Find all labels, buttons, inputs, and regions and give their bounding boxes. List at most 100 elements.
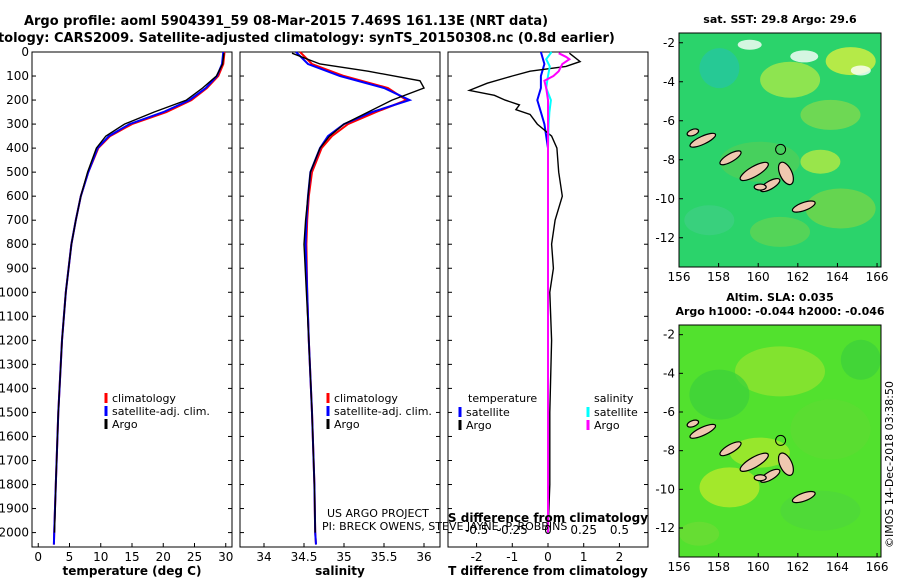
series-line-s-argo bbox=[543, 52, 572, 533]
s-tick-label: 0.5 bbox=[610, 523, 629, 537]
x-tick-label: 158 bbox=[707, 560, 730, 574]
y-tick-label: -2 bbox=[663, 36, 675, 50]
x-tick-label: 162 bbox=[786, 560, 809, 574]
credit-line1: US ARGO PROJECT bbox=[327, 507, 429, 520]
map-field-patch bbox=[800, 149, 841, 174]
island-shape bbox=[686, 419, 700, 428]
s-tick-label: 0 bbox=[544, 523, 552, 537]
island-shape bbox=[719, 441, 742, 457]
argo-position-marker bbox=[775, 143, 787, 155]
sst-map-panel: 156 158 160 162 164 166 -2 -4 -6 -8 -10 -12 sat. SST… bbox=[655, 13, 888, 284]
x-tick-label: 164 bbox=[826, 270, 849, 284]
island-shape bbox=[791, 490, 816, 504]
y-tick-label: -12 bbox=[655, 521, 675, 535]
imos-credit: ©IMOS 14-Dec-2018 03:38:50 bbox=[883, 381, 896, 548]
y-tick-label: 800 bbox=[6, 237, 29, 251]
y-tick-label: 100 bbox=[6, 69, 29, 83]
map-field-patch bbox=[699, 467, 760, 508]
difference-profile-panel: -2 -1 0 1 2T difference from climatology -0.5… bbox=[447, 51, 649, 578]
x-axis-label: temperature (deg C) bbox=[63, 564, 202, 578]
y-tick-label: 1700 bbox=[0, 453, 29, 467]
x-tick-label: 0 bbox=[34, 550, 42, 564]
figure-title-line2: Climatology: CARS2009. Satellite-adjuste… bbox=[0, 31, 615, 46]
x-tick-label: 35 bbox=[336, 550, 351, 564]
y-tick-label: 700 bbox=[6, 213, 29, 227]
x-tick-label: 156 bbox=[668, 270, 691, 284]
island-shape bbox=[753, 183, 767, 191]
island-shape bbox=[777, 452, 794, 476]
x-tick-label: 30 bbox=[218, 550, 233, 564]
map-field-patch bbox=[790, 50, 819, 63]
map-field-patch bbox=[800, 99, 861, 130]
x-tick-label: 10 bbox=[93, 550, 108, 564]
island-shape bbox=[777, 161, 794, 186]
y-tick-label: -8 bbox=[663, 444, 675, 458]
map-field-patch bbox=[840, 339, 881, 380]
y-tick-label: -6 bbox=[663, 405, 675, 419]
y-tick-label: 1100 bbox=[0, 309, 29, 323]
y-tick-label: -12 bbox=[655, 231, 675, 245]
x-tick-label: 160 bbox=[747, 560, 770, 574]
temperature-profile-panel: 0100200300400500600700800900100011001200… bbox=[0, 45, 233, 578]
y-tick-label: 300 bbox=[6, 117, 29, 131]
y-tick-label: 1800 bbox=[0, 478, 29, 492]
sla-map-title-line2: Argo h1000: -0.044 h2000: -0.046 bbox=[675, 305, 884, 318]
x-tick-label: -2 bbox=[471, 550, 483, 564]
sla-map-panel: 156 158 160 162 164 166 -2 -4 -6 -8 -10 -12 Altim. S… bbox=[655, 291, 888, 574]
map-field-patch bbox=[735, 346, 825, 397]
legend-label: climatology bbox=[112, 392, 176, 405]
legend-label: satellite bbox=[594, 406, 638, 419]
y-tick-label: 500 bbox=[6, 165, 29, 179]
credit-line2: PI: BRECK OWENS, STEVE JAYNE, P. ROBBINS bbox=[322, 520, 567, 533]
x-tick-label: 5 bbox=[66, 550, 74, 564]
x-tick-label: 166 bbox=[866, 270, 889, 284]
island-shape bbox=[719, 150, 742, 166]
argo-position-marker bbox=[775, 434, 787, 446]
island-shape bbox=[739, 161, 769, 182]
map-field-patch bbox=[850, 65, 871, 76]
y-tick-label: 1600 bbox=[0, 429, 29, 443]
sla-map-title-line1: Altim. SLA: 0.035 bbox=[726, 291, 833, 304]
figure-title-line1: Argo profile: aoml 5904391_59 08-Mar-201… bbox=[24, 14, 548, 29]
s-axis-label: S difference from climatology bbox=[448, 511, 648, 525]
x-tick-label: 34.5 bbox=[291, 550, 318, 564]
map-field-patch bbox=[780, 490, 861, 531]
x-tick-label: 2 bbox=[616, 550, 624, 564]
y-tick-label: 1400 bbox=[0, 381, 29, 395]
island-shape bbox=[753, 474, 767, 482]
legend-label: satellite-adj. clim. bbox=[112, 405, 210, 418]
y-tick-label: -6 bbox=[663, 114, 675, 128]
x-tick-label: 20 bbox=[156, 550, 171, 564]
map-field-patch bbox=[699, 48, 740, 89]
series-line-argo bbox=[53, 53, 225, 533]
map-field-patch bbox=[729, 437, 790, 468]
y-tick-label: 1300 bbox=[0, 357, 29, 371]
x-tick-label: 0 bbox=[544, 550, 552, 564]
x-tick-label: 35.5 bbox=[371, 550, 398, 564]
map-field-patch bbox=[760, 61, 821, 98]
map-field-patch bbox=[805, 188, 876, 229]
x-tick-label: 160 bbox=[747, 270, 770, 284]
x-tick-label: -1 bbox=[506, 550, 518, 564]
map-field-patch bbox=[737, 39, 762, 50]
x-axis-label: T difference from climatology bbox=[448, 564, 648, 578]
legend-label: satellite bbox=[466, 406, 510, 419]
legend-title-salinity: salinity bbox=[594, 392, 634, 405]
sst-map-title: sat. SST: 29.8 Argo: 29.6 bbox=[703, 13, 857, 26]
y-tick-label: -10 bbox=[655, 482, 675, 496]
x-tick-label: 156 bbox=[668, 560, 691, 574]
x-tick-label: 166 bbox=[866, 560, 889, 574]
y-tick-label: -2 bbox=[663, 328, 675, 342]
map-field-patch bbox=[790, 399, 871, 460]
x-tick-label: 158 bbox=[707, 270, 730, 284]
s-tick-label: -0.5 bbox=[465, 523, 488, 537]
map-frame bbox=[678, 32, 882, 268]
x-tick-label: 164 bbox=[826, 560, 849, 574]
y-tick-label: -8 bbox=[663, 153, 675, 167]
island-shape bbox=[686, 128, 700, 137]
y-tick-label: 1200 bbox=[0, 333, 29, 347]
plot-frame bbox=[239, 51, 441, 548]
x-tick-label: 36 bbox=[416, 550, 431, 564]
y-tick-label: 1900 bbox=[0, 502, 29, 516]
